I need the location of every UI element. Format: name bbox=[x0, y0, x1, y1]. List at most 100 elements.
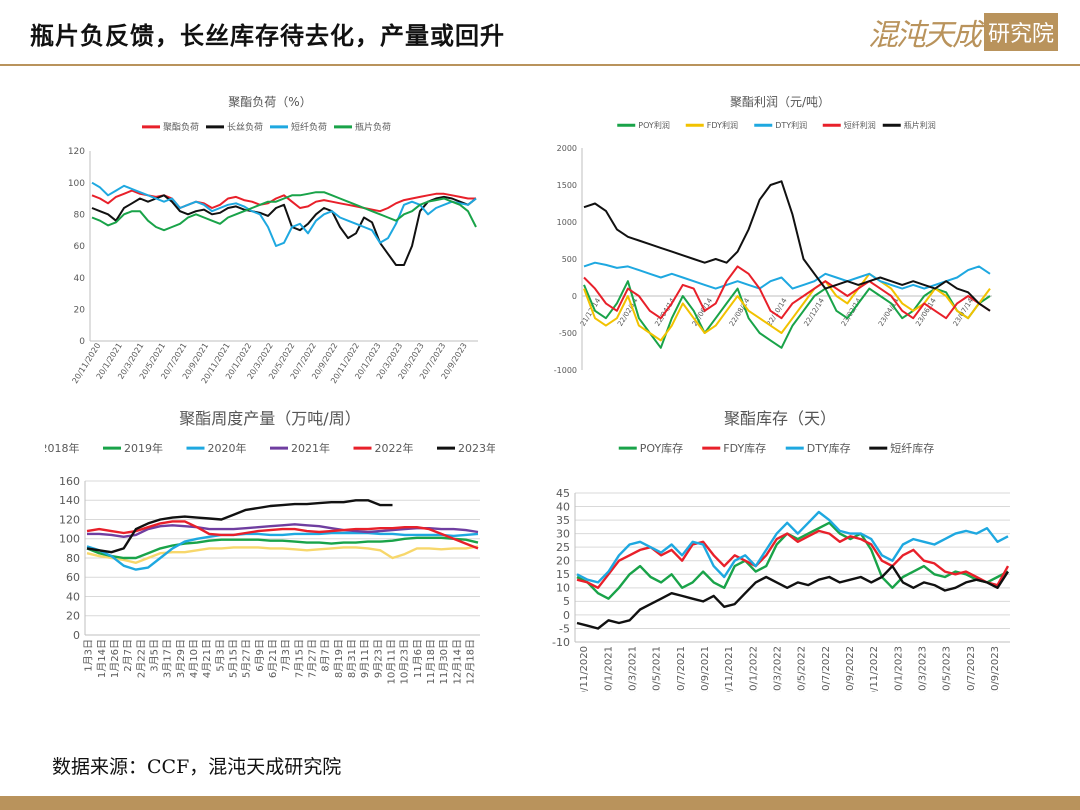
load-chart: 聚酯负荷（%） 聚酯负荷 长丝负荷 短纤负荷 瓶片负荷 0 20 40 60 80 100 120 20… bbox=[50, 88, 490, 408]
load-y-tick: 100 bbox=[68, 179, 85, 189]
output-x-tick: 9月11日 bbox=[359, 639, 371, 678]
inventory-legend-label: POY库存 bbox=[640, 441, 683, 455]
inventory-series-line bbox=[576, 564, 1010, 630]
profit-y-tick: -1000 bbox=[554, 366, 577, 375]
inventory-y-tick: 40 bbox=[556, 500, 570, 513]
inventory-chart-svg: 聚酯库存（天）POY库存 FDY库存 DTY库存 短纤库存-10-5051015202… bbox=[552, 409, 1010, 692]
profit-legend-label: FDY利润 bbox=[707, 120, 738, 130]
inventory-legend-item: DTY库存 bbox=[785, 441, 851, 455]
header-rule bbox=[0, 64, 1080, 66]
output-x-tick: 2月7日 bbox=[122, 639, 134, 672]
load-chart-svg: 聚酯负荷（%）聚酯负荷 长丝负荷 短纤负荷 瓶片负荷02040608010012020… bbox=[68, 95, 478, 385]
output-x-tick: 11月18日 bbox=[425, 639, 437, 684]
output-y-tick: 160 bbox=[59, 475, 80, 488]
source-note: 数据来源：CCF，混沌天成研究院 bbox=[52, 756, 342, 778]
inventory-legend-item: FDY库存 bbox=[702, 441, 766, 455]
logo: 混沌天成 研究院 bbox=[868, 12, 1058, 53]
load-y-tick: 120 bbox=[68, 147, 85, 157]
output-x-tick: 4月10日 bbox=[188, 639, 200, 678]
output-legend-label: 2020年 bbox=[208, 441, 247, 455]
output-y-tick: 120 bbox=[59, 513, 80, 526]
inventory-x-tick: 20/9/2022 bbox=[845, 646, 856, 692]
output-x-tick: 12月14日 bbox=[451, 639, 463, 684]
inventory-y-tick: 5 bbox=[563, 595, 570, 608]
load-series-line bbox=[91, 191, 477, 232]
output-legend-item: 2022年 bbox=[353, 441, 414, 455]
output-y-tick: 80 bbox=[66, 552, 80, 565]
load-y-tick: 60 bbox=[74, 242, 86, 252]
output-y-tick: 100 bbox=[59, 533, 80, 546]
output-y-tick: 140 bbox=[59, 494, 80, 507]
output-series-line bbox=[87, 523, 479, 539]
profit-series-line bbox=[583, 261, 991, 290]
inventory-y-tick: -10 bbox=[552, 636, 570, 649]
profit-y-tick: 1000 bbox=[557, 218, 577, 227]
inventory-x-tick: 20/11/2022 bbox=[869, 646, 880, 692]
profit-legend-label: DTY利润 bbox=[775, 120, 807, 130]
output-y-tick: 0 bbox=[73, 629, 80, 642]
inventory-series-line bbox=[576, 510, 1009, 584]
output-x-tick: 10月11日 bbox=[385, 639, 397, 684]
profit-legend-label: 短纤利润 bbox=[844, 120, 876, 130]
load-y-tick: 0 bbox=[79, 337, 85, 347]
inventory-x-tick: 20/1/2022 bbox=[748, 646, 759, 692]
profit-y-tick: 500 bbox=[562, 255, 577, 264]
load-title: 聚酯负荷（%） bbox=[228, 95, 311, 109]
output-series-line bbox=[86, 545, 479, 565]
output-legend-item: 2018年 bbox=[45, 441, 80, 455]
output-y-tick: 60 bbox=[66, 571, 80, 584]
inventory-x-tick: 20/9/2021 bbox=[700, 646, 711, 692]
output-series-line bbox=[86, 499, 393, 554]
inventory-x-tick: 20/1/2023 bbox=[893, 646, 904, 692]
bottom-bar bbox=[0, 796, 1080, 810]
output-x-tick: 6月21日 bbox=[267, 639, 279, 678]
output-title: 聚酯周度产量（万吨/周） bbox=[179, 409, 360, 428]
inventory-legend-label: 短纤库存 bbox=[890, 441, 934, 455]
profit-legend-item: 瓶片利润 bbox=[882, 120, 936, 130]
profit-legend-item: DTY利润 bbox=[754, 120, 807, 130]
inventory-x-tick: 20/7/2023 bbox=[966, 646, 977, 692]
load-legend-label: 瓶片负荷 bbox=[355, 121, 391, 133]
output-x-tick: 11月30日 bbox=[438, 639, 450, 684]
output-x-tick: 9月23日 bbox=[372, 639, 384, 678]
load-series-line bbox=[91, 181, 477, 247]
load-legend-label: 短纤负荷 bbox=[291, 121, 327, 133]
output-chart-svg: 聚酯周度产量（万吨/周）2018年2019年2020年2021年2022年202… bbox=[45, 409, 495, 684]
profit-y-tick: 0 bbox=[572, 292, 577, 301]
logo-box: 研究院 bbox=[983, 13, 1058, 51]
inventory-y-tick: 30 bbox=[556, 527, 570, 540]
inventory-legend-item: 短纤库存 bbox=[869, 441, 934, 455]
profit-series-line bbox=[583, 265, 991, 320]
inventory-y-tick: 20 bbox=[556, 555, 570, 568]
load-y-tick: 20 bbox=[74, 305, 86, 315]
inventory-y-tick: 35 bbox=[556, 514, 570, 527]
load-legend-item: 聚酯负荷 bbox=[142, 121, 199, 133]
output-x-tick: 12月18日 bbox=[464, 639, 476, 684]
profit-x-tick: 22/08/14 bbox=[728, 296, 752, 327]
output-x-tick: 3月29日 bbox=[175, 639, 187, 678]
inventory-y-tick: 10 bbox=[556, 582, 570, 595]
load-y-tick: 80 bbox=[74, 210, 86, 220]
output-legend-label: 2022年 bbox=[375, 441, 414, 455]
profit-y-tick: 1500 bbox=[557, 181, 577, 190]
output-legend-item: 2021年 bbox=[270, 441, 330, 455]
inventory-y-tick: 25 bbox=[556, 541, 570, 554]
inventory-x-tick: 20/3/2022 bbox=[772, 646, 783, 692]
inventory-x-tick: 20/3/2021 bbox=[627, 646, 638, 692]
load-y-tick: 40 bbox=[74, 274, 86, 284]
profit-legend-item: POY利润 bbox=[617, 120, 670, 130]
inventory-x-tick: 20/5/2021 bbox=[652, 646, 663, 692]
inventory-y-tick: 15 bbox=[556, 568, 570, 581]
output-x-tick: 2月22日 bbox=[135, 639, 147, 678]
load-legend-item: 长丝负荷 bbox=[206, 121, 263, 133]
profit-title: 聚酯利润（元/吨） bbox=[730, 95, 830, 109]
output-x-tick: 1月26日 bbox=[109, 639, 121, 678]
output-x-tick: 7月27日 bbox=[306, 639, 318, 678]
output-legend-item: 2019年 bbox=[103, 441, 163, 455]
inventory-legend-item: POY库存 bbox=[618, 441, 683, 455]
profit-series-line bbox=[583, 280, 991, 349]
output-x-tick: 10月23日 bbox=[399, 639, 411, 684]
output-x-tick: 5月15日 bbox=[227, 639, 239, 678]
output-x-tick: 1月14日 bbox=[96, 639, 108, 678]
output-x-tick: 11月6日 bbox=[412, 639, 424, 678]
